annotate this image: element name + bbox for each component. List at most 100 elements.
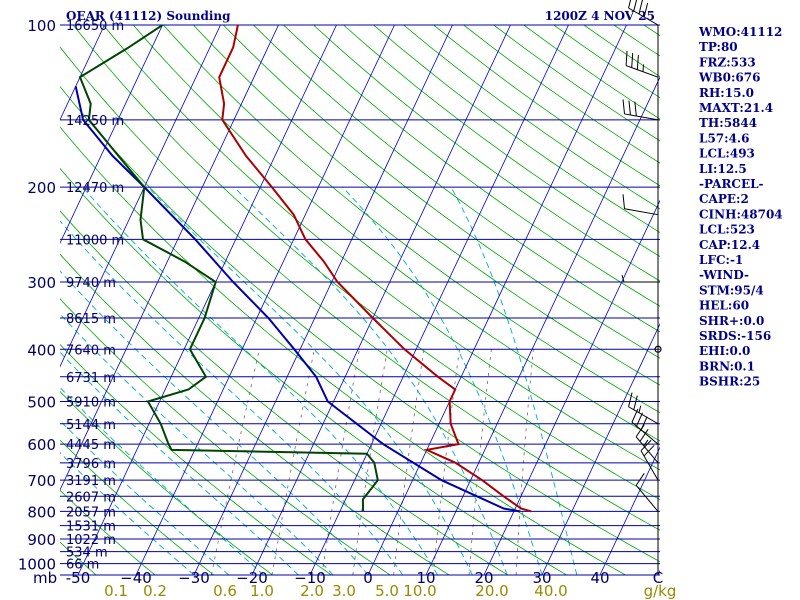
height-label: 5910 m: [66, 395, 116, 410]
wind-barb: [625, 51, 659, 78]
height-label: 14250 m: [66, 114, 124, 129]
height-label: 7640 m: [66, 343, 116, 358]
isotherm: [541, 322, 660, 575]
isotherm: [309, 25, 569, 575]
pressure-tick-label: 600: [27, 436, 56, 454]
dry-adiabat: [60, 439, 215, 575]
height-label: 12470 m: [66, 181, 124, 196]
pressure-tick-label: 900: [27, 531, 56, 549]
height-label: 4445 m: [66, 438, 116, 453]
height-label: 9740 m: [66, 276, 116, 291]
pressure-tick-label: 200: [27, 179, 56, 197]
dry-adiabat: [132, 25, 660, 442]
dry-adiabat: [60, 126, 626, 575]
sounding-time: 1200Z 4 NOV 25: [545, 9, 655, 23]
isotherm: [60, 25, 105, 121]
pressure-unit-label: mb: [33, 569, 57, 587]
dry-adiabats: [0, 25, 660, 575]
moist-adiabat: [60, 220, 404, 575]
mixing-ratio-tick-label: 2.0: [300, 582, 324, 600]
mixing-ratio-line: [393, 349, 425, 575]
moist-adiabat: [342, 186, 543, 575]
dry-adiabat: [223, 25, 660, 359]
pressure-tick-label: 100: [27, 17, 56, 35]
mixing-ratio-tick-label: 10.0: [403, 582, 436, 600]
temperature-tick-label: −20: [236, 569, 268, 587]
moist-adiabat: [233, 186, 508, 575]
index-line: -WIND-: [699, 268, 749, 282]
moist-adiabat: [450, 186, 578, 575]
temperature-unit-label: C: [653, 569, 663, 587]
isotherm: [135, 25, 395, 575]
dry-adiabat: [60, 86, 660, 563]
isotherm: [0, 25, 47, 575]
wind-barb: [635, 473, 659, 512]
temperature-tick-label: -50: [66, 569, 91, 587]
dry-adiabat: [60, 167, 567, 575]
index-line: -PARCEL-: [699, 177, 764, 191]
mixing-ratio-tick-label: 0.1: [104, 582, 128, 600]
wind-barb: [622, 99, 659, 121]
dry-adiabat: [60, 253, 450, 575]
wind-barb: [640, 439, 659, 481]
temperature-tick-label: 0: [363, 569, 373, 587]
dry-adiabat: [60, 343, 332, 575]
dry-adiabat: [283, 25, 660, 307]
mixing-ratio-tick-label: 1.0: [250, 582, 274, 600]
wind-barb: [628, 392, 659, 425]
mixing-ratio-tick-label: 3.0: [332, 582, 356, 600]
moist-adiabat: [60, 270, 369, 575]
height-label: 6731 m: [66, 371, 116, 386]
index-line: LCL:493: [699, 147, 755, 161]
height-label: 3191 m: [66, 474, 116, 489]
moist-adiabat: [60, 313, 334, 575]
isotherm: [60, 25, 221, 368]
temperature-tick-label: −30: [178, 569, 210, 587]
height-label: 1531 m: [66, 520, 116, 535]
station-title: OEAR (41112) Sounding: [66, 9, 231, 23]
temperature-tick-label: −40: [120, 569, 152, 587]
temperature-tick-label: 30: [532, 569, 551, 587]
temperature-tick-label: 20: [474, 569, 493, 587]
dry-adiabat: [0, 25, 37, 575]
isotherm: [367, 25, 627, 575]
mixing-ratio-lines: [211, 349, 534, 575]
mixing-ratio-line: [211, 349, 260, 575]
dry-adiabat: [343, 25, 660, 257]
wind-barb: [628, 0, 659, 26]
pressure-tick-label: 500: [27, 393, 56, 411]
index-line: FRZ:533: [699, 55, 756, 69]
profiles: [74, 25, 532, 513]
isotherm: [483, 199, 660, 575]
pressure-tick-label: 400: [27, 341, 56, 359]
dry-adiabat: [193, 25, 660, 386]
wind-barb: [635, 424, 659, 464]
index-line: EHI:0.0: [699, 344, 750, 358]
dry-adiabat: [162, 25, 660, 414]
index-line: TH:5844: [699, 116, 757, 130]
moist-adiabat: [60, 452, 195, 575]
index-line: MAXT:21.4: [699, 101, 773, 115]
pressure-tick-label: 300: [27, 274, 56, 292]
moist-adiabat: [60, 386, 264, 575]
index-line: L57:4.6: [699, 131, 749, 145]
mixing-ratio-line: [432, 349, 460, 575]
mixing-ratio-line: [515, 349, 534, 575]
index-line: BSHR:25: [699, 375, 760, 389]
height-label: 2607 m: [66, 490, 116, 505]
temperature-tick-label: −10: [294, 569, 326, 587]
wind-barb: [621, 274, 658, 283]
isotherm: [60, 25, 279, 491]
index-line: WMO:41112: [698, 25, 782, 39]
mixing-ratio-tick-label: 5.0: [375, 582, 399, 600]
isotherm: [599, 446, 660, 575]
index-line: LCL:523: [699, 223, 755, 237]
index-line: BRN:0.1: [699, 359, 755, 373]
index-line: TP:80: [699, 40, 738, 54]
height-label: 8615 m: [66, 312, 116, 327]
mixing-ratio-line: [352, 349, 388, 575]
pressure-tick-label: 700: [27, 472, 56, 490]
dry-adiabat: [313, 25, 660, 282]
